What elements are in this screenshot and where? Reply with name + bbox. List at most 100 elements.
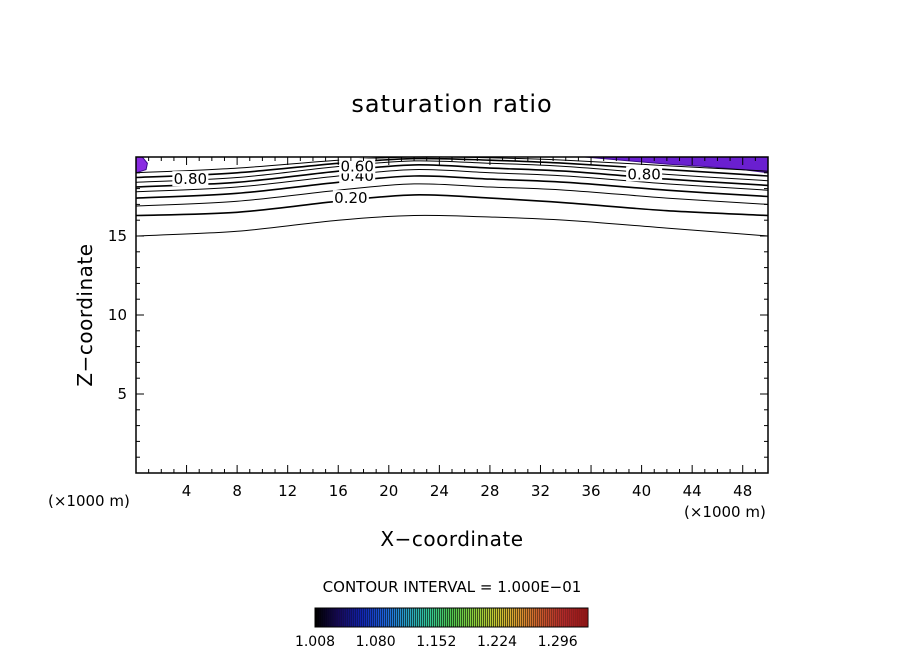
colorbar-tick-label: 1.080: [356, 634, 396, 650]
colorbar-stripe: [389, 608, 392, 627]
colorbar-stripe: [561, 608, 564, 627]
contour-line-0.4: [135, 175, 769, 199]
colorbar-stripe: [353, 608, 356, 627]
colorbar-stripe: [447, 608, 450, 627]
contour-label: 0.80: [174, 170, 207, 188]
colorbar-stripe: [373, 608, 376, 627]
colorbar-stripe: [399, 608, 402, 627]
colorbar-stripe: [569, 608, 572, 627]
x-tick-label: 36: [581, 482, 600, 500]
colorbar-stripe: [487, 608, 490, 627]
colorbar-stripe: [325, 608, 328, 627]
colorbar-stripe: [327, 608, 330, 627]
colorbar-stripe: [323, 608, 326, 627]
colorbar-stripe: [559, 608, 562, 627]
contour-lines: [135, 156, 769, 237]
colorbar-stripe: [379, 608, 382, 627]
x-unit-label-left: (×1000 m): [48, 492, 130, 510]
colorbar-stripe: [499, 608, 502, 627]
colorbar-stripe: [457, 608, 460, 627]
colorbar-stripe: [427, 608, 430, 627]
colorbar-stripe: [479, 608, 482, 627]
colorbar-tick-label: 1.296: [538, 634, 578, 650]
colorbar-stripe: [471, 608, 474, 627]
colorbar-stripe: [461, 608, 464, 627]
colorbar-stripe: [321, 608, 324, 627]
colorbar-stripe: [331, 608, 334, 627]
colorbar-stripe: [359, 608, 362, 627]
colorbar-stripe: [577, 608, 580, 627]
colorbar-stripe: [531, 608, 534, 627]
colorbar-stripe: [411, 608, 414, 627]
colorbar-stripe: [407, 608, 410, 627]
contour-label-bg: [172, 171, 209, 187]
contour-label: 0.20: [334, 189, 367, 207]
plot-frame: [135, 156, 769, 474]
colorbar-stripe: [527, 608, 530, 627]
colorbar-stripe: [371, 608, 374, 627]
colorbar-stripe: [463, 608, 466, 627]
y-tick-label: 5: [117, 385, 127, 403]
colorbar-tick-label: 1.152: [416, 634, 456, 650]
colorbar-stripe: [493, 608, 496, 627]
colorbar-stripe: [431, 608, 434, 627]
colorbar-stripe: [565, 608, 568, 627]
x-tick-label: 24: [430, 482, 449, 500]
colorbar-stripe: [541, 608, 544, 627]
colorbar-stripe: [437, 608, 440, 627]
colorbar-stripe: [483, 608, 486, 627]
x-tick-label: 16: [329, 482, 348, 500]
colorbar-stripe: [511, 608, 514, 627]
x-axis-label: X−coordinate: [380, 527, 523, 551]
colorbar-stripe: [551, 608, 554, 627]
colorbar-stripe: [501, 608, 504, 627]
colorbar-stripe: [477, 608, 480, 627]
colorbar-stripe: [453, 608, 456, 627]
colorbar-stripe: [423, 608, 426, 627]
colorbar-stripe: [553, 608, 556, 627]
colorbar-stripe: [425, 608, 428, 627]
colorbar-stripe: [365, 608, 368, 627]
colorbar-stripe: [395, 608, 398, 627]
colorbar-stripe: [333, 608, 336, 627]
colorbar-stripe: [421, 608, 424, 627]
colorbar-stripe: [443, 608, 446, 627]
colorbar-stripe: [363, 608, 366, 627]
colorbar-stripe: [417, 608, 420, 627]
colorbar-stripe: [433, 608, 436, 627]
y-tick-label: 10: [108, 306, 127, 324]
colorbar-stripe: [579, 608, 582, 627]
x-tick-label: 8: [232, 482, 242, 500]
colorbar-stripe: [397, 608, 400, 627]
colorbar-stripe: [445, 608, 448, 627]
contour-label-bg: [332, 190, 369, 206]
y-axis-label: Z−coordinate: [73, 243, 97, 386]
colorbar-stripe: [585, 608, 588, 627]
colorbar-stripe: [387, 608, 390, 627]
colorbar-stripe: [573, 608, 576, 627]
contour-line-0.3: [135, 183, 769, 207]
colorbar-stripe: [409, 608, 412, 627]
contour-label-bg: [626, 166, 663, 182]
colorbar-stripe: [355, 608, 358, 627]
colorbar-stripe: [519, 608, 522, 627]
colorbar-stripe: [429, 608, 432, 627]
colorbar-stripe: [529, 608, 532, 627]
colorbar-stripe: [439, 608, 442, 627]
colorbar-stripe: [495, 608, 498, 627]
colorbar-stripe: [507, 608, 510, 627]
x-tick-label: 4: [182, 482, 192, 500]
colorbar-stripe: [509, 608, 512, 627]
colorbar-stripe: [315, 608, 318, 627]
colorbar-stripe: [357, 608, 360, 627]
colorbar-stripe: [415, 608, 418, 627]
colorbar-stripe: [545, 608, 548, 627]
x-tick-label: 44: [683, 482, 702, 500]
x-axis-ticks: 4 8 12 16 20 24 28 32 36 40 44 48: [148, 157, 756, 500]
colorbar-stripe: [341, 608, 344, 627]
colorbar-stripe: [523, 608, 526, 627]
colorbar-stripe: [419, 608, 422, 627]
colorbar-stripe: [335, 608, 338, 627]
colorbar-stripe: [515, 608, 518, 627]
colorbar-stripe: [413, 608, 416, 627]
